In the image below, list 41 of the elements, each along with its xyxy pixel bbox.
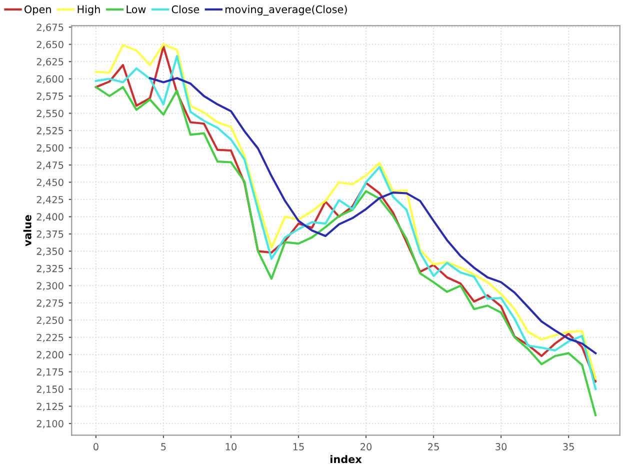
legend-label: High: [78, 5, 100, 16]
y-tick-label: 2,225: [36, 334, 64, 342]
legend-label: Close: [172, 5, 200, 14]
y-tick-label: 2,400: [36, 213, 64, 222]
y-tick-label: 2,125: [36, 402, 64, 412]
y-tick-label: 2,275: [36, 299, 64, 308]
x-tick-label: 25: [428, 443, 439, 450]
legend-label: Low: [126, 6, 146, 14]
x-axis-title: index: [330, 455, 362, 464]
y-tick-label: 2,100: [36, 420, 64, 428]
y-tick-label: 2,300: [36, 282, 64, 290]
y-tick-label: 2,500: [36, 144, 64, 153]
y-tick-label: 2,550: [36, 110, 64, 118]
y-tick-label: 2,450: [36, 178, 64, 188]
x-tick-label: 35: [563, 443, 574, 450]
y-tick-label: 2,350: [36, 248, 64, 256]
y-tick-label: 2,675: [36, 24, 64, 32]
x-tick-label: 15: [293, 443, 304, 450]
x-tick-label: 30: [496, 443, 507, 450]
y-tick-label: 2,375: [36, 230, 64, 239]
y-tick-label: 2,250: [36, 316, 64, 325]
line-series: [148, 77, 597, 354]
legend-label: moving_average(Close): [226, 5, 347, 16]
y-tick-label: 2,625: [36, 58, 64, 66]
y-tick-label: 2,325: [36, 264, 64, 274]
x-tick-label: 0: [94, 443, 98, 450]
legend-label: Open: [24, 5, 51, 16]
x-tick-label: 20: [360, 443, 372, 450]
y-tick-label: 2,600: [36, 75, 64, 84]
y-tick-label: 2,575: [36, 92, 64, 101]
y-axis-title: value: [23, 215, 32, 246]
y-tick-label: 2,425: [36, 196, 64, 204]
x-tick-label: 10: [226, 443, 237, 450]
y-tick-label: 2,650: [36, 40, 64, 50]
y-tick-label: 2,475: [36, 161, 64, 170]
y-tick-label: 2,525: [36, 127, 64, 136]
y-tick-label: 2,175: [36, 368, 64, 377]
y-tick-label: 2,150: [36, 386, 64, 394]
x-tick-label: 5: [161, 443, 166, 450]
y-tick-label: 2,200: [36, 351, 64, 360]
line-series: [94, 86, 597, 416]
